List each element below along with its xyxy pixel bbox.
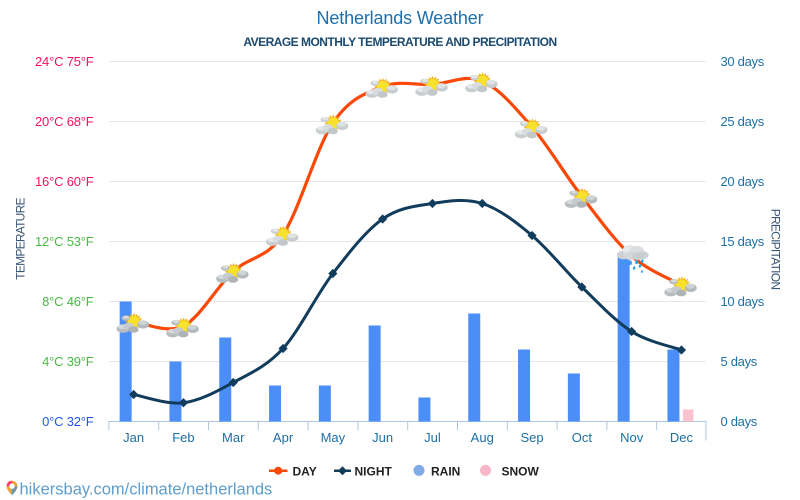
svg-text:20 days: 20 days xyxy=(721,174,765,189)
svg-text:RAIN: RAIN xyxy=(431,465,460,479)
svg-text:TEMPERATURE: TEMPERATURE xyxy=(14,197,28,279)
svg-text:10 days: 10 days xyxy=(721,294,765,309)
svg-text:8°C 46°F: 8°C 46°F xyxy=(42,294,94,309)
svg-text:hikersbay.com/climate/netherla: hikersbay.com/climate/netherlands xyxy=(20,481,273,499)
svg-text:Netherlands Weather: Netherlands Weather xyxy=(317,8,484,28)
svg-text:AVERAGE MONTHLY TEMPERATURE AN: AVERAGE MONTHLY TEMPERATURE AND PRECIPIT… xyxy=(243,35,556,49)
svg-text:Feb: Feb xyxy=(172,430,194,445)
svg-text:25 days: 25 days xyxy=(721,114,765,129)
svg-text:Nov: Nov xyxy=(620,430,644,445)
svg-text:Oct: Oct xyxy=(572,430,593,445)
svg-text:0°C 32°F: 0°C 32°F xyxy=(42,414,94,429)
svg-text:24°C 75°F: 24°C 75°F xyxy=(35,54,94,69)
svg-text:SNOW: SNOW xyxy=(502,465,540,479)
svg-text:DAY: DAY xyxy=(293,465,317,479)
svg-text:Aug: Aug xyxy=(471,430,494,445)
svg-text:Jun: Jun xyxy=(372,430,393,445)
svg-text:May: May xyxy=(321,430,346,445)
svg-text:Sep: Sep xyxy=(520,430,543,445)
svg-text:Jul: Jul xyxy=(424,430,441,445)
svg-text:16°C 60°F: 16°C 60°F xyxy=(35,174,94,189)
svg-text:Jan: Jan xyxy=(123,430,144,445)
svg-text:PRECIPITATION: PRECIPITATION xyxy=(769,209,783,290)
svg-text:5 days: 5 days xyxy=(721,354,758,369)
svg-text:NIGHT: NIGHT xyxy=(355,465,393,479)
svg-text:20°C 68°F: 20°C 68°F xyxy=(35,114,94,129)
svg-text:Apr: Apr xyxy=(273,430,294,445)
svg-text:Mar: Mar xyxy=(222,430,245,445)
svg-text:0 days: 0 days xyxy=(721,414,758,429)
svg-text:12°C 53°F: 12°C 53°F xyxy=(35,234,94,249)
svg-text:30 days: 30 days xyxy=(721,54,765,69)
svg-text:Dec: Dec xyxy=(670,430,694,445)
svg-text:15 days: 15 days xyxy=(721,234,765,249)
svg-text:4°C 39°F: 4°C 39°F xyxy=(42,354,94,369)
